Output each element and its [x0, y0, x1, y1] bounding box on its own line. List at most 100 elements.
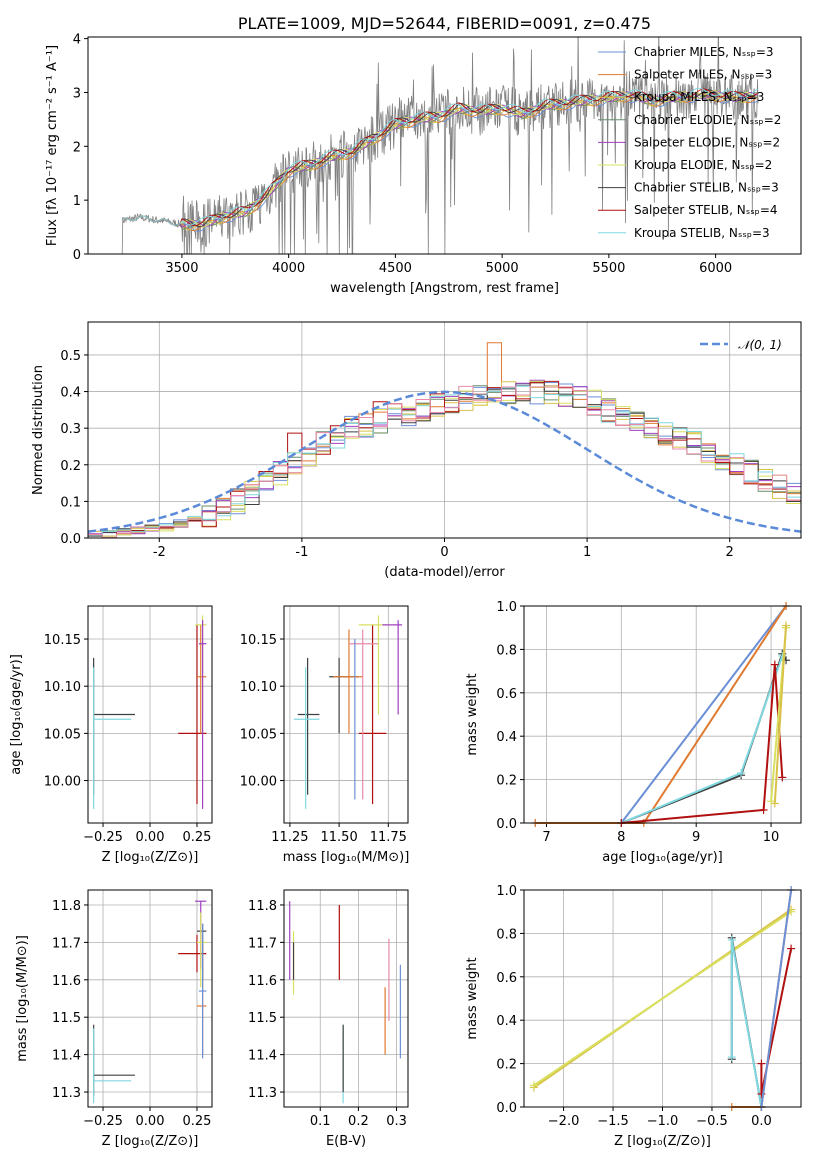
series-line-1 [535, 605, 787, 824]
y-tick-label: 0.5 [60, 349, 81, 364]
x-axis-label: Z [log₁₀(Z/Z⊙)] [102, 1134, 199, 1149]
axes-frame [283, 605, 409, 824]
model-spectrum-8 [122, 88, 758, 227]
residual-histogram-7 [88, 382, 801, 537]
residual-histogram-4 [88, 380, 801, 536]
axes-frame [523, 889, 802, 1108]
x-tick-label: 8 [617, 830, 625, 845]
gaussian-curve [88, 390, 801, 533]
y-tick-label: 11.7 [52, 936, 81, 951]
y-tick-label: 11.8 [248, 899, 277, 914]
legend-label-9: Kroupa STELIB, Nₛₛₚ=3 [634, 226, 770, 240]
series-marker-5 [759, 805, 768, 814]
panel-residuals: -2 -1 0 1 2 0.0 0.1 0.2 0.3 0.4 0.5 (data-model)/er… [31, 321, 802, 580]
y-axis-label: mass weight [465, 957, 480, 1039]
x-tick-label: 0.25 [182, 1114, 211, 1129]
model-spectrum-9 [122, 87, 758, 226]
series-line-3 [620, 651, 787, 824]
y-tick-label: 0.8 [496, 927, 517, 942]
y-tick-label: 0.0 [496, 1101, 517, 1116]
y-tick-label: 10.05 [44, 727, 81, 742]
x-tick-label: 9 [692, 830, 700, 845]
series-line-7 [760, 889, 793, 1108]
observed-spectrum [121, 37, 759, 254]
y-tick-label: 0.4 [496, 730, 517, 745]
x-tick-label: 0.0 [751, 1114, 772, 1129]
x-tick-label: 0.1 [310, 1114, 331, 1129]
axes-frame [523, 605, 802, 824]
series-marker-4 [737, 769, 746, 778]
x-tick-label: 0.3 [386, 1114, 407, 1129]
x-axis-label: mass [log₁₀(M/M⊙)] [283, 850, 410, 865]
series-marker-5 [787, 944, 796, 953]
legend-label-1: Chabrier MILES, Nₛₛₚ=3 [634, 45, 774, 59]
x-tick-label: −0.5 [696, 1114, 728, 1129]
x-tick-label: -2 [153, 545, 166, 560]
series-line-7 [773, 625, 787, 804]
x-tick-label: −0.25 [83, 830, 123, 845]
y-tick-label: 11.3 [248, 1086, 277, 1101]
y-tick-label: 1.0 [496, 884, 517, 899]
y-axis-label: mass [log₁₀(M/M⊙)] [15, 935, 30, 1062]
y-tick-label: 11.4 [52, 1049, 81, 1064]
series-marker-5 [770, 660, 779, 669]
y-tick-label: 10.10 [44, 680, 81, 695]
x-tick-label: 0.25 [182, 830, 211, 845]
x-tick-label: 3500 [165, 261, 198, 276]
y-tick-label: 10.10 [240, 680, 277, 695]
x-tick-label: 0.00 [136, 830, 165, 845]
x-axis-label: Z [log₁₀(Z/Z⊙)] [102, 850, 199, 865]
y-axis-label: mass weight [465, 673, 480, 755]
x-tick-label: -1 [295, 545, 308, 560]
axes-frame [283, 889, 409, 1108]
x-tick-label: 10 [763, 830, 780, 845]
panel-mass-vs-Z: −0.25 0.00 0.25 11.3 11.4 11.5 11.6 11.7 11.8 Z [… [15, 889, 213, 1149]
residual-histogram-2 [88, 342, 801, 538]
panel-massweight-vs-age: 7 8 9 10 0.0 0.2 0.4 0.6 0.8 1.0 age [log₁₀(age/yr… [465, 600, 802, 865]
series-line-2 [533, 910, 792, 1087]
x-tick-label: −1.0 [647, 1114, 679, 1129]
x-axis-label: E(B-V) [326, 1134, 366, 1149]
axes-frame [87, 321, 802, 539]
x-tick-label: 6000 [699, 261, 732, 276]
y-tick-label: 10.15 [240, 633, 277, 648]
legend-label-gaussian: 𝒩(0, 1) [738, 338, 782, 352]
y-tick-label: 0.8 [496, 643, 517, 658]
y-tick-label: 11.4 [248, 1049, 277, 1064]
x-tick-label: 4500 [379, 261, 412, 276]
legend-label-5: Salpeter ELODIE, Nₛₛₚ=2 [634, 135, 780, 149]
y-tick-label: 10.05 [240, 727, 277, 742]
y-tick-label: 0.6 [496, 971, 517, 986]
y-tick-label: 4 [73, 33, 81, 48]
y-tick-label: 11.8 [52, 899, 81, 914]
y-tick-label: 0.0 [496, 817, 517, 832]
x-tick-label: 7 [542, 830, 550, 845]
series-marker-4 [727, 1053, 736, 1062]
legend-label-4: Chabrier ELODIE, Nₛₛₚ=2 [634, 113, 781, 127]
series-marker-5 [757, 1059, 766, 1068]
axes-frame [87, 889, 213, 1108]
y-tick-label: 0.4 [60, 386, 81, 401]
y-tick-label: 0.0 [60, 532, 81, 547]
x-tick-label: 0.2 [348, 1114, 369, 1129]
panel-massweight-vs-Z: −2.0 −1.5 −1.0 −0.5 0.0 0.0 0.2 0.4 0.6 0.8 1.0 Z [… [465, 884, 802, 1149]
series-line-4 [730, 939, 763, 1108]
residual-histogram-3 [88, 381, 801, 537]
x-tick-label: 1 [583, 545, 591, 560]
series-marker-7 [782, 621, 791, 630]
x-tick-label: 2 [726, 545, 734, 560]
y-tick-label: 0.6 [496, 687, 517, 702]
x-tick-label: 0.00 [136, 1114, 165, 1129]
y-tick-label: 0.4 [496, 1014, 517, 1029]
y-tick-label: 2 [73, 140, 81, 155]
legend: Chabrier MILES, Nₛₛₚ=3 Salpeter MILES, Nₛ… [598, 45, 781, 240]
x-tick-label: 11.75 [370, 830, 407, 845]
panel-mass-vs-EBV: 0.1 0.2 0.3 11.3 11.4 11.5 11.6 11.7 11.8 E(B-V) [248, 889, 409, 1149]
series-marker-4 [727, 935, 736, 944]
y-tick-label: 0.2 [60, 459, 81, 474]
model-spectrum-6 [122, 90, 758, 228]
x-tick-label: −1.5 [597, 1114, 629, 1129]
legend-label-7: Chabrier STELIB, Nₛₛₚ=3 [634, 181, 779, 195]
x-tick-label: −2.0 [548, 1114, 580, 1129]
